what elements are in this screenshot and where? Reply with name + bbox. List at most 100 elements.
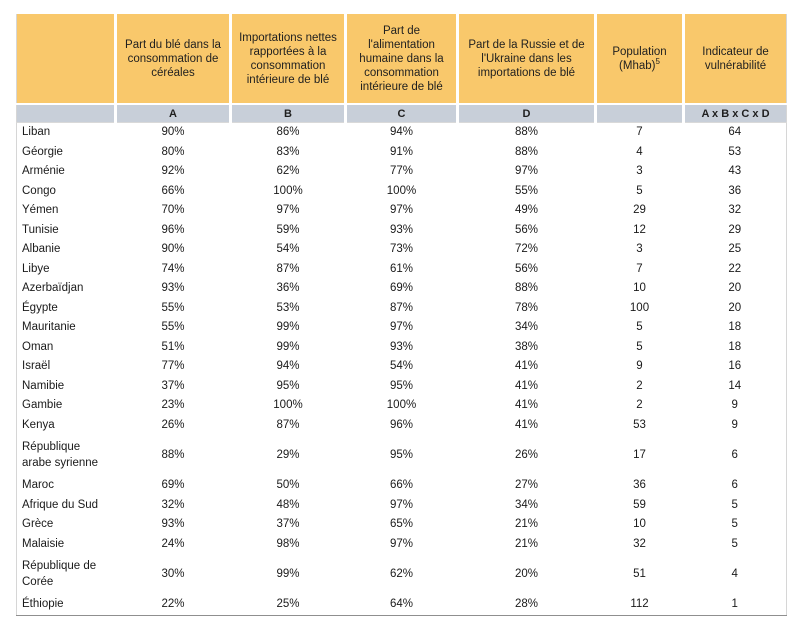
value-cell: 88% <box>161 448 185 461</box>
value-cell: 64 <box>683 122 787 143</box>
value-cell: 53 <box>728 145 742 158</box>
value-cell: 70% <box>161 204 185 216</box>
value-cell: 51 <box>633 567 646 580</box>
value-cell: 29 <box>633 204 646 216</box>
value-cell: 50% <box>276 479 300 491</box>
value-cell: 27% <box>514 479 539 491</box>
table-row: Libye 74% 87% 61% 56% 7 22 <box>17 260 787 280</box>
table-row: Égypte 55% 53% 87% 78% 100 20 <box>17 299 787 319</box>
value-cell: 30% <box>161 567 185 580</box>
value-cell: 26% <box>514 448 539 461</box>
value-cell: 66% <box>161 184 185 197</box>
value-cell: 100% <box>273 399 303 411</box>
header-cell-russia-ukraine-share: Part de la Russie et de l'Ukraine dans l… <box>456 14 596 105</box>
value-cell: 51% <box>161 340 185 353</box>
header-cell-human-food-share: Part de l'alimentation humaine dans la c… <box>344 14 458 105</box>
value-cell: 97% <box>276 204 300 216</box>
country-cell: République de Corée <box>22 560 97 588</box>
population-label: Population (Mhab) <box>612 45 667 72</box>
country-cell: Namibie <box>22 379 65 392</box>
value-cell: 74% <box>161 262 185 275</box>
value-cell: 91% <box>389 145 414 158</box>
value-cell: 99% <box>276 340 300 353</box>
value-cell: 86% <box>230 122 346 143</box>
country-cell: Kenya <box>22 418 55 431</box>
value-cell: 55% <box>161 301 185 314</box>
value-cell: 5 <box>636 184 643 197</box>
value-cell: 56% <box>514 223 539 236</box>
value-cell: 4 <box>636 145 643 158</box>
value-cell: 96% <box>389 418 414 431</box>
value-cell: 36 <box>633 479 646 491</box>
value-cell: 88% <box>457 122 596 143</box>
value-cell: 100% <box>386 184 417 197</box>
value-cell: 41% <box>514 418 539 431</box>
value-cell: 34% <box>514 498 539 511</box>
country-cell: Congo <box>22 184 56 197</box>
table-row: Mauritanie 55% 99% 97% 34% 5 18 <box>17 318 787 338</box>
table-row: Congo 66% 100% 100% 55% 5 36 <box>17 182 787 202</box>
value-cell: 26% <box>161 418 185 431</box>
table-row: République arabe syrienne 88% 29% 95% 26% 17 6 <box>17 435 787 476</box>
value-cell: 43 <box>728 165 742 177</box>
value-cell: 97% <box>389 204 414 216</box>
country-cell: République arabe syrienne <box>22 441 99 469</box>
value-cell: 22% <box>161 598 185 610</box>
header-row: Part du blé dans la consommation de céré… <box>16 14 787 105</box>
value-cell: 53% <box>276 301 300 314</box>
code-cell-d: D <box>456 104 596 123</box>
value-cell: 59 <box>633 498 646 511</box>
table-row: Oman 51% 99% 93% 38% 5 18 <box>17 338 787 358</box>
country-cell: Grèce <box>22 518 54 530</box>
value-cell: 25% <box>276 598 300 610</box>
country-cell: Mauritanie <box>22 321 76 333</box>
value-cell: 32 <box>633 537 646 550</box>
value-cell: 1 <box>731 598 738 610</box>
country-cell: Israël <box>22 360 51 372</box>
value-cell: 7 <box>595 122 684 143</box>
country-cell: Libye <box>22 262 50 275</box>
table-row: Liban 90% 86% 94% 88% 7 64 <box>16 122 787 143</box>
value-cell: 5 <box>636 321 643 333</box>
code-cell-c: C <box>344 104 458 123</box>
value-cell: 17 <box>633 448 646 461</box>
country-cell: Malaisie <box>22 537 65 550</box>
country-cell: Albanie <box>22 243 61 255</box>
table-row: Kenya 26% 87% 96% 41% 53 9 <box>17 416 787 436</box>
value-cell: 49% <box>514 204 539 216</box>
value-cell: 112 <box>630 598 649 610</box>
value-cell: 77% <box>161 360 185 372</box>
value-cell: 72% <box>514 243 539 255</box>
value-cell: 87% <box>389 301 414 314</box>
value-cell: 29% <box>276 448 300 461</box>
value-cell: 97% <box>389 321 414 333</box>
value-cell: 100% <box>273 184 303 197</box>
value-cell: 36 <box>728 184 742 197</box>
value-cell: 95% <box>389 379 414 392</box>
value-cell: 88% <box>514 145 539 158</box>
value-cell: 5 <box>731 518 738 530</box>
value-cell: 90% <box>115 122 231 143</box>
value-cell: 24% <box>161 537 185 550</box>
value-cell: 48% <box>276 498 300 511</box>
table-row: Namibie 37% 95% 95% 41% 2 14 <box>17 377 787 397</box>
value-cell: 80% <box>161 145 185 158</box>
value-cell: 93% <box>389 223 414 236</box>
value-cell: 87% <box>276 418 300 431</box>
value-cell: 54% <box>276 243 300 255</box>
value-cell: 34% <box>514 321 539 333</box>
value-cell: 83% <box>276 145 300 158</box>
table-row: Israël 77% 94% 54% 41% 9 16 <box>17 357 787 377</box>
value-cell: 2 <box>636 399 643 411</box>
value-cell: 93% <box>161 518 185 530</box>
table-row: Azerbaïdjan 93% 36% 69% 88% 10 20 <box>17 279 787 299</box>
value-cell: 99% <box>276 567 300 580</box>
formula-row: A B C D A x B x C x D <box>16 104 787 123</box>
value-cell: 25 <box>728 243 742 255</box>
code-cell <box>16 104 116 123</box>
country-cell: Gambie <box>22 399 63 411</box>
value-cell: 97% <box>389 537 414 550</box>
value-cell: 77% <box>389 165 414 177</box>
table-row: Yémen 70% 97% 97% 49% 29 32 <box>17 201 787 221</box>
